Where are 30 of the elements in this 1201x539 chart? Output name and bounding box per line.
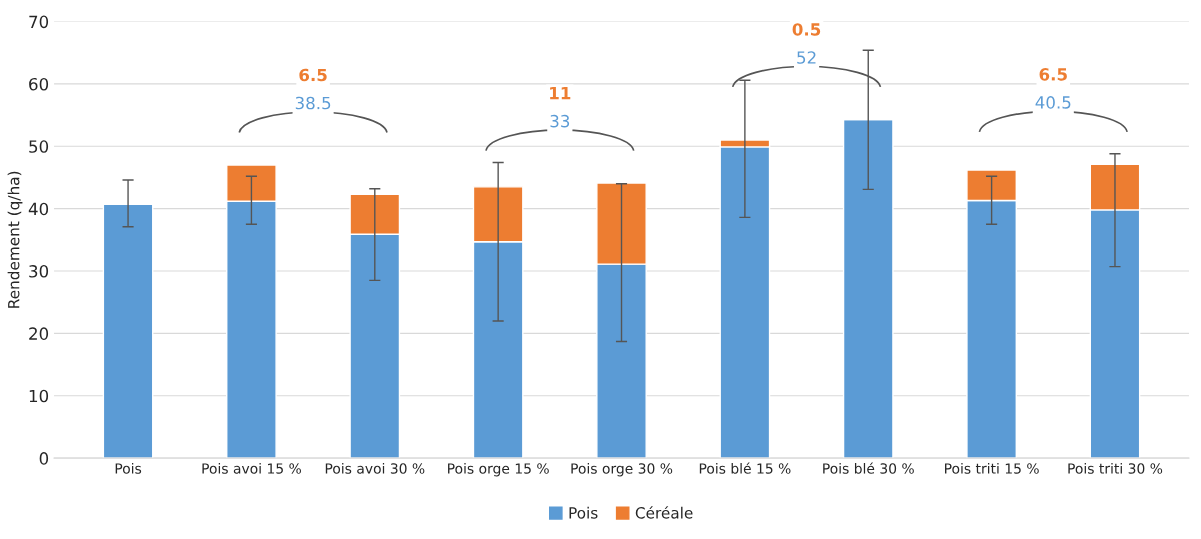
- bar: [102, 203, 154, 459]
- y-tick-label: 30: [29, 265, 49, 278]
- legend-label: Pois: [569, 506, 598, 519]
- y-tick-label: 60: [29, 77, 49, 91]
- legend-label: Céréale: [635, 506, 693, 519]
- annotation: 6.5: [299, 68, 327, 82]
- x-tick-label: Pois avoi 15 %: [202, 463, 301, 474]
- y-tick-label: 20: [29, 327, 49, 340]
- x-tick-label: Pois triti 15 %: [945, 463, 1039, 474]
- y-tick-label: 0: [39, 452, 49, 465]
- annotation: 6.5: [1039, 68, 1067, 81]
- annotation: 33: [550, 114, 570, 128]
- annotation: 38.5: [295, 96, 331, 110]
- y-tick-label: 40: [28, 202, 49, 216]
- x-tick-label: Pois blé 15 %: [699, 462, 791, 474]
- bar: [842, 118, 894, 459]
- x-tick-label: Pois triti 30 %: [1068, 463, 1163, 474]
- y-tick-label: 50: [29, 140, 49, 153]
- x-tick-label: Pois orge 15 %: [448, 463, 549, 477]
- y-tick-label: 70: [29, 15, 49, 29]
- annotation: 0.5: [792, 23, 821, 36]
- x-tick-label: Pois avoi 30 %: [325, 463, 425, 474]
- annotation: 40.5: [1035, 96, 1071, 109]
- x-tick-label: Pois: [115, 463, 142, 474]
- annotation: 52: [797, 51, 816, 64]
- annotation: 11: [550, 86, 571, 100]
- y-axis-title: Rendement (q/ha): [7, 171, 23, 308]
- x-tick-label: Pois orge 30 %: [571, 463, 673, 477]
- y-tick-label: 10: [29, 389, 49, 403]
- x-tick-label: Pois blé 30 %: [823, 462, 914, 474]
